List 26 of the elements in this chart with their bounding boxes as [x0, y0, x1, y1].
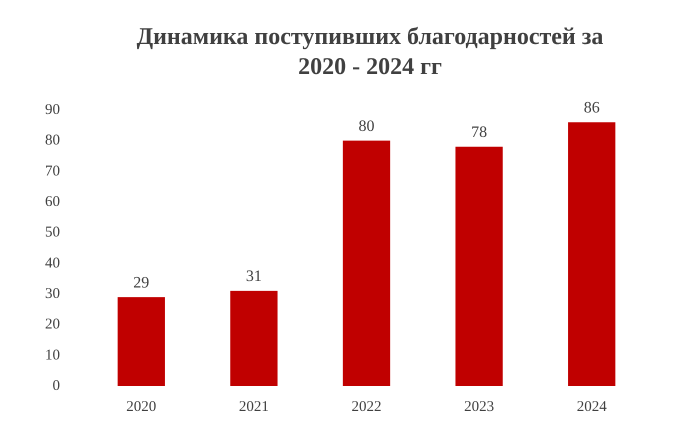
y-tick-label: 0	[52, 378, 60, 394]
data-label: 80	[358, 118, 374, 135]
y-tick-label: 40	[45, 255, 60, 272]
y-tick-label: 30	[45, 286, 60, 302]
data-label: 78	[471, 124, 488, 142]
x-tick-label: 2021	[238, 398, 269, 415]
y-tick-label: 50	[45, 224, 60, 241]
bar	[342, 140, 390, 386]
chart-title: Динамика поступивших благодарностей за 2020 - 2024 гг	[136, 23, 604, 82]
y-tick-label: 10	[45, 347, 60, 364]
x-tick-label: 2020	[126, 398, 156, 415]
x-tick-label: 2023	[464, 398, 494, 415]
bar	[118, 297, 165, 386]
y-tick-label: 90	[45, 102, 60, 118]
bar	[230, 290, 278, 386]
data-label: 86	[584, 99, 600, 116]
y-tick-label: 80	[45, 132, 60, 149]
bar	[568, 122, 616, 386]
y-tick-label: 70	[45, 163, 60, 180]
data-label: 29	[133, 274, 150, 292]
x-tick-label: 2024	[576, 398, 608, 415]
data-label: 31	[246, 268, 262, 286]
y-tick-label: 60	[45, 194, 60, 210]
bar	[455, 146, 503, 386]
y-tick-label: 20	[45, 316, 60, 333]
x-tick-label: 2022	[352, 398, 382, 415]
